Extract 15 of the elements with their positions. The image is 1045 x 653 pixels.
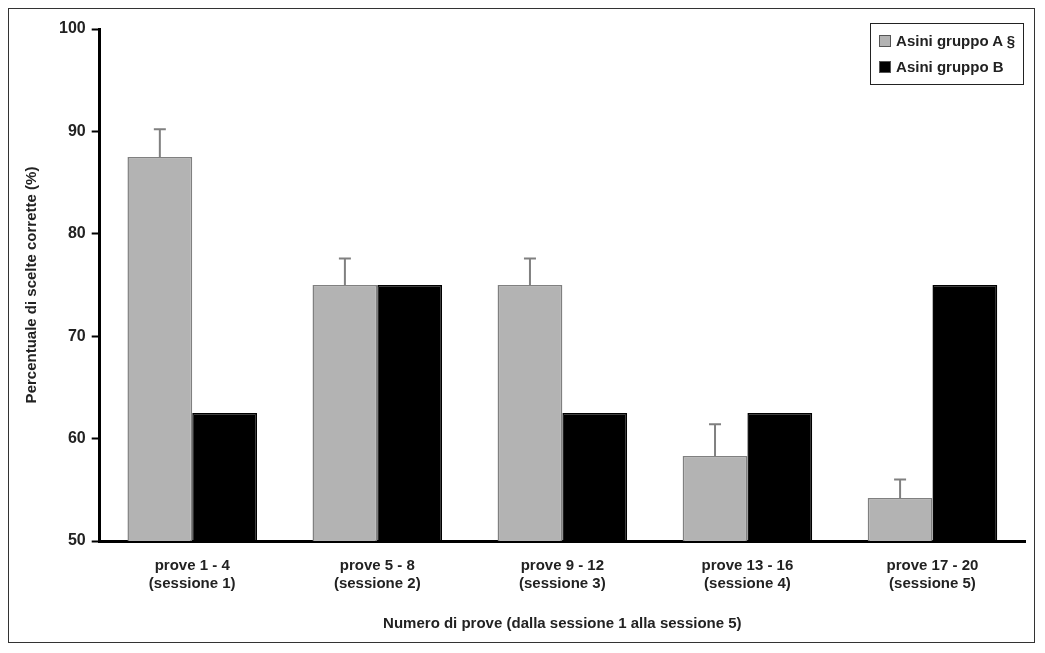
x-tick-label: prove 17 - 20 (sessione 5)	[886, 556, 979, 592]
y-tick-label: 90	[67, 121, 86, 139]
y-tick-label: 100	[58, 19, 86, 37]
legend-label: Asini gruppo B	[896, 57, 1004, 77]
y-tick-label: 70	[67, 326, 86, 344]
x-tick-label: prove 9 - 12 (sessione 3)	[518, 556, 606, 592]
x-axis-title: Numero di prove (dalla sessione 1 alla sessione 5)	[383, 614, 742, 632]
y-tick-label: 80	[67, 224, 86, 242]
x-tick-label: prove 1 - 4 (sessione 1)	[148, 556, 236, 592]
x-tick-label: prove 13 - 16 (sessione 4)	[701, 556, 794, 592]
legend-label: Asini gruppo A §	[896, 31, 1015, 51]
x-tick-label: prove 5 - 8 (sessione 2)	[333, 556, 421, 592]
y-tick-label: 60	[67, 429, 86, 447]
y-axis-title: Percentuale di scelte corrette (%)	[22, 166, 40, 404]
y-tick-label: 50	[67, 531, 86, 549]
